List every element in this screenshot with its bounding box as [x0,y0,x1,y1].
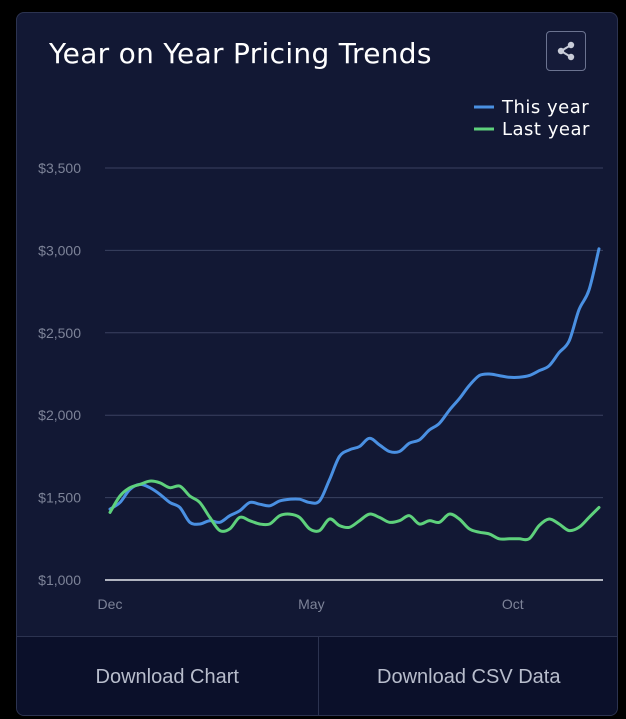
legend-label: This year [501,97,589,118]
x-tick-label: Oct [502,596,524,612]
x-tick-label: Dec [98,596,123,612]
series-line-last-year [108,479,601,542]
y-tick-label: $3,000 [38,242,81,258]
chart-card: Year on Year Pricing Trends $1,000 $1,500… [16,12,618,716]
series-lines [108,247,601,542]
y-axis-ticks: $1,000 $1,500 $2,000 $2,500 $3,000 $3,500 [38,160,81,588]
download-chart-button[interactable]: Download Chart [95,666,239,688]
y-tick-label: $1,500 [38,490,81,506]
legend-label: Last year [502,119,590,140]
line-chart: $1,000 $1,500 $2,000 $2,500 $3,000 $3,500 Dec… [38,97,603,612]
y-tick-label: $1,000 [38,572,81,588]
x-tick-label: May [298,596,324,612]
series-line-this-year [108,247,601,526]
y-tick-label: $3,500 [38,160,81,176]
y-tick-label: $2,500 [38,325,81,341]
share-icon [557,41,575,61]
share-button[interactable] [546,31,586,71]
footer-actions: Download Chart Download CSV Data [17,636,618,715]
chart-title: Year on Year Pricing Trends [49,37,432,70]
grid-lines [105,167,603,581]
x-axis-ticks: Dec May Oct [98,596,524,612]
y-tick-label: $2,000 [38,407,81,423]
download-csv-button[interactable]: Download CSV Data [317,637,618,715]
